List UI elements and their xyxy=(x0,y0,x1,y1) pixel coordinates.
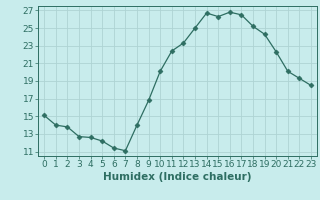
X-axis label: Humidex (Indice chaleur): Humidex (Indice chaleur) xyxy=(103,172,252,182)
